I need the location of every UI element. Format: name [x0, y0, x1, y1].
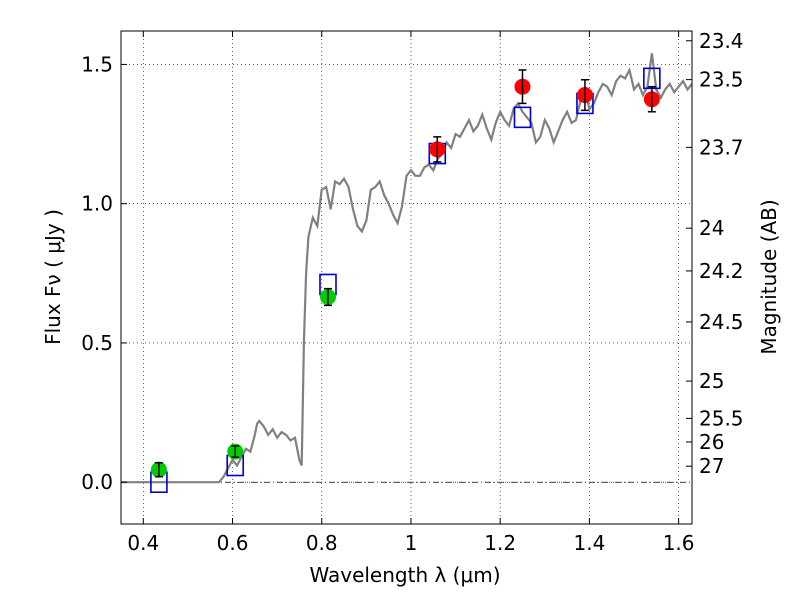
y-axis-title: Flux Fν ( μJy ): [41, 209, 65, 345]
y2-tick-label: 24.5: [699, 310, 744, 334]
x-tick-label: 0.8: [306, 531, 338, 555]
y-tick-label: 1.0: [81, 192, 113, 216]
x-axis-ticks: 0.4 0.6 0.8 1 1.2 1.4 1.6: [127, 31, 695, 555]
model-spectrum: [121, 53, 693, 484]
y2-axis-title: Magnitude (AB): [757, 199, 781, 354]
y2-tick-label: 25.5: [699, 406, 744, 430]
y2-tick-label: 24: [699, 216, 724, 240]
plot-frame: [120, 30, 693, 525]
grid: [121, 31, 692, 524]
x-tick-label: 1: [405, 531, 418, 555]
y2-tick-label: 24.2: [699, 259, 744, 283]
y2-tick-label: 27: [699, 454, 724, 478]
x-tick-label: 1.4: [573, 531, 605, 555]
nir-data: [429, 69, 660, 163]
y-tick-label: 1.5: [81, 52, 113, 76]
y-axis-ticks: 0.0 0.5 1.0 1.5: [81, 52, 127, 494]
y2-tick-label: 23.5: [699, 68, 744, 92]
y-tick-label: 0.5: [81, 331, 113, 355]
x-tick-label: 1.6: [663, 531, 695, 555]
y2-tick-label: 23.7: [699, 135, 744, 159]
x-tick-label: 0.6: [217, 531, 249, 555]
y-tick-label: 0.0: [81, 470, 113, 494]
x-tick-label: 0.4: [127, 531, 159, 555]
y2-tick-label: 23.4: [699, 29, 744, 53]
y2-tick-label: 26: [699, 430, 724, 454]
x-axis-title: Wavelength λ (μm): [309, 563, 500, 587]
model-band-box: [643, 67, 661, 90]
y2-tick-label: 25: [699, 369, 724, 393]
model-photometry: [150, 67, 661, 494]
optical-data: [150, 287, 336, 478]
model-band-box: [513, 106, 532, 129]
x-tick-label: 1.2: [484, 531, 516, 555]
spectrum-line: [121, 53, 693, 484]
